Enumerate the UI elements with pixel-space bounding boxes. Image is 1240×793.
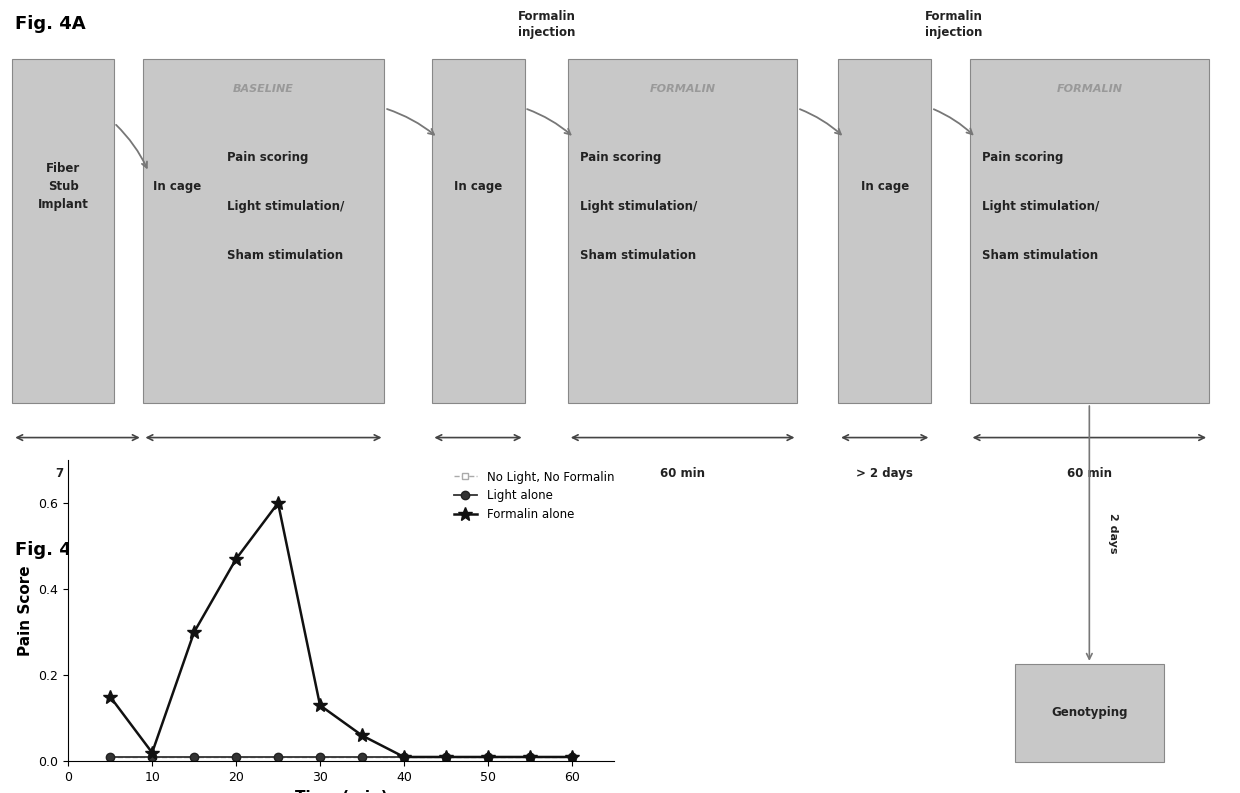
FancyBboxPatch shape xyxy=(432,59,525,403)
No Light, No Formalin xyxy=(480,753,495,762)
Line: Light alone: Light alone xyxy=(105,753,577,761)
Text: Formalin
injection: Formalin injection xyxy=(925,10,982,40)
Text: 2 days: 2 days xyxy=(1109,513,1118,554)
Light alone xyxy=(439,753,454,762)
Text: Pain scoring: Pain scoring xyxy=(982,151,1064,164)
Line: Formalin alone: Formalin alone xyxy=(103,496,579,764)
Light alone xyxy=(522,753,537,762)
FancyBboxPatch shape xyxy=(143,59,384,403)
X-axis label: Time (min): Time (min) xyxy=(295,790,387,793)
FancyBboxPatch shape xyxy=(1014,664,1163,762)
Light alone xyxy=(145,753,160,762)
Light alone xyxy=(312,753,327,762)
Text: BASELINE: BASELINE xyxy=(233,83,294,94)
No Light, No Formalin xyxy=(355,753,370,762)
Legend: No Light, No Formalin, Light alone, Formalin alone: No Light, No Formalin, Light alone, Form… xyxy=(449,465,619,526)
No Light, No Formalin xyxy=(522,753,537,762)
Text: 60 min: 60 min xyxy=(241,467,286,480)
Text: Light stimulation/: Light stimulation/ xyxy=(580,200,698,213)
Text: In cage: In cage xyxy=(861,180,909,193)
No Light, No Formalin xyxy=(397,753,412,762)
Formalin alone xyxy=(564,753,579,762)
Text: In cage: In cage xyxy=(153,180,201,193)
Text: Genotyping: Genotyping xyxy=(1052,707,1127,719)
FancyBboxPatch shape xyxy=(838,59,931,403)
Formalin alone xyxy=(397,753,412,762)
No Light, No Formalin xyxy=(145,753,160,762)
Formalin alone xyxy=(103,692,118,702)
No Light, No Formalin xyxy=(312,753,327,762)
Light alone xyxy=(480,753,495,762)
Text: In cage: In cage xyxy=(454,180,502,193)
Formalin alone xyxy=(270,498,285,508)
No Light, No Formalin xyxy=(187,753,202,762)
Light alone xyxy=(187,753,202,762)
Text: > 2 days: > 2 days xyxy=(857,467,913,480)
Text: Sham stimulation: Sham stimulation xyxy=(982,249,1099,262)
Formalin alone xyxy=(228,554,243,564)
Text: Formalin
injection: Formalin injection xyxy=(518,10,575,40)
FancyBboxPatch shape xyxy=(568,59,797,403)
Light alone xyxy=(397,753,412,762)
Light alone xyxy=(270,753,285,762)
Light alone xyxy=(564,753,579,762)
Formalin alone xyxy=(312,700,327,710)
Text: FORMALIN: FORMALIN xyxy=(650,83,715,94)
Text: FORMALIN: FORMALIN xyxy=(1056,83,1122,94)
Text: Sham stimulation: Sham stimulation xyxy=(580,249,697,262)
FancyBboxPatch shape xyxy=(970,59,1209,403)
Text: Fig. 4B: Fig. 4B xyxy=(15,541,86,559)
Formalin alone xyxy=(187,627,202,637)
Formalin alone xyxy=(522,753,537,762)
Formalin alone xyxy=(145,748,160,757)
Text: 60 min: 60 min xyxy=(660,467,706,480)
No Light, No Formalin xyxy=(270,753,285,762)
Formalin alone xyxy=(355,730,370,740)
Text: Pain scoring: Pain scoring xyxy=(227,151,309,164)
Text: Fig. 4A: Fig. 4A xyxy=(15,15,86,33)
Text: Pain scoring: Pain scoring xyxy=(580,151,662,164)
Text: Sham stimulation: Sham stimulation xyxy=(227,249,343,262)
No Light, No Formalin xyxy=(103,753,118,762)
No Light, No Formalin xyxy=(439,753,454,762)
No Light, No Formalin xyxy=(228,753,243,762)
Y-axis label: Pain Score: Pain Score xyxy=(17,565,33,656)
Formalin alone xyxy=(439,753,454,762)
Formalin alone xyxy=(480,753,495,762)
Light alone xyxy=(103,753,118,762)
Text: 60 min: 60 min xyxy=(1066,467,1112,480)
Text: 7 days: 7 days xyxy=(56,467,99,480)
Text: Fiber
Stub
Implant: Fiber Stub Implant xyxy=(37,163,89,211)
Text: Light stimulation/: Light stimulation/ xyxy=(227,200,345,213)
Light alone xyxy=(228,753,243,762)
Light alone xyxy=(355,753,370,762)
Text: > 2 days: > 2 days xyxy=(450,467,506,480)
Text: Light stimulation/: Light stimulation/ xyxy=(982,200,1100,213)
FancyBboxPatch shape xyxy=(12,59,114,403)
Line: No Light, No Formalin: No Light, No Formalin xyxy=(107,753,575,760)
No Light, No Formalin xyxy=(564,753,579,762)
